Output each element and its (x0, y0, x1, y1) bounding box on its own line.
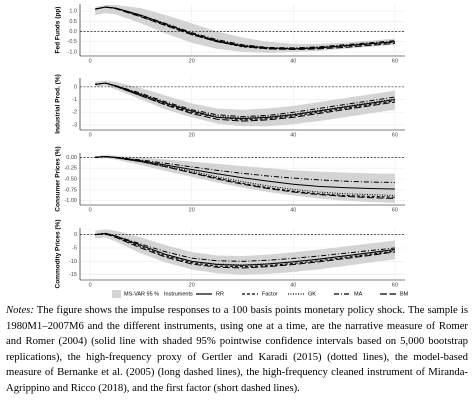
y-tick-label: -1.0 (68, 49, 77, 55)
x-tick-label: 20 (189, 58, 195, 64)
y-tick-label: -3 (72, 122, 77, 128)
series-line (95, 232, 395, 268)
y-tick-label: 1.0 (69, 9, 77, 15)
y-axis-label: Industrial Prod. (%) (55, 74, 62, 134)
y-tick-label: 0.00 (66, 155, 77, 161)
legend-swatch (112, 290, 121, 298)
x-tick-label: 0 (89, 132, 92, 138)
y-tick-label: -1.00 (64, 198, 77, 204)
legend-title: Instruments (164, 291, 193, 297)
y-tick-label: -5 (72, 245, 77, 251)
x-tick-label: 40 (290, 282, 296, 288)
series-line (95, 155, 395, 198)
x-tick-label: 60 (392, 58, 398, 64)
confidence-band (95, 5, 395, 53)
series-line (95, 155, 395, 199)
y-tick-label: 0.5 (69, 19, 77, 25)
legend-label: MA (354, 291, 363, 297)
x-tick-label: 60 (392, 132, 398, 138)
y-tick-label: -1 (72, 97, 77, 103)
x-tick-label: 40 (290, 58, 296, 64)
series-line (95, 82, 395, 119)
series-line (95, 6, 395, 49)
series-line (95, 6, 395, 49)
y-tick-label: -0.5 (68, 39, 77, 45)
confidence-band (95, 229, 395, 275)
y-tick-label: 0.0 (69, 29, 77, 35)
y-axis-label: Consumer Prices (%) (55, 146, 62, 211)
y-tick-label: -10 (69, 259, 77, 265)
legend-label: BM (400, 291, 409, 297)
series-line (95, 232, 395, 266)
series-line (95, 155, 395, 183)
y-tick-label: 0 (74, 232, 77, 238)
legend-label: Factor (262, 291, 278, 297)
y-tick-label: -15 (69, 272, 77, 278)
x-tick-label: 40 (290, 132, 296, 138)
notes-text: The figure shows the impulse responses t… (6, 304, 468, 394)
x-tick-label: 0 (89, 282, 92, 288)
legend-label: RR (216, 291, 224, 297)
x-tick-label: 60 (392, 282, 398, 288)
notes-label: Notes: (6, 304, 34, 316)
y-tick-label: -0.25 (64, 166, 77, 172)
x-tick-label: 60 (392, 207, 398, 213)
notes: Notes: The figure shows the impulse resp… (6, 303, 468, 397)
confidence-band (95, 80, 395, 127)
series-line (95, 6, 395, 50)
series-line (95, 82, 395, 122)
legend-label: GK (308, 291, 316, 297)
y-tick-label: -2 (72, 110, 77, 116)
y-tick-label: -0.75 (64, 187, 77, 193)
y-tick-label: -0.50 (64, 176, 77, 182)
y-axis-label: Commodity Prices (%) (55, 220, 62, 289)
legend-label: MS-VAR 95 % (124, 291, 159, 297)
series-line (95, 233, 395, 269)
x-tick-label: 20 (189, 132, 195, 138)
x-tick-label: 20 (189, 282, 195, 288)
x-tick-label: 20 (189, 207, 195, 213)
series-line (95, 82, 395, 118)
x-tick-label: 0 (89, 207, 92, 213)
series-line (95, 155, 395, 196)
x-tick-label: 0 (89, 58, 92, 64)
x-tick-label: 40 (290, 207, 296, 213)
y-axis-label: Fed Funds (pp) (55, 7, 62, 54)
y-tick-label: 0 (74, 84, 77, 90)
